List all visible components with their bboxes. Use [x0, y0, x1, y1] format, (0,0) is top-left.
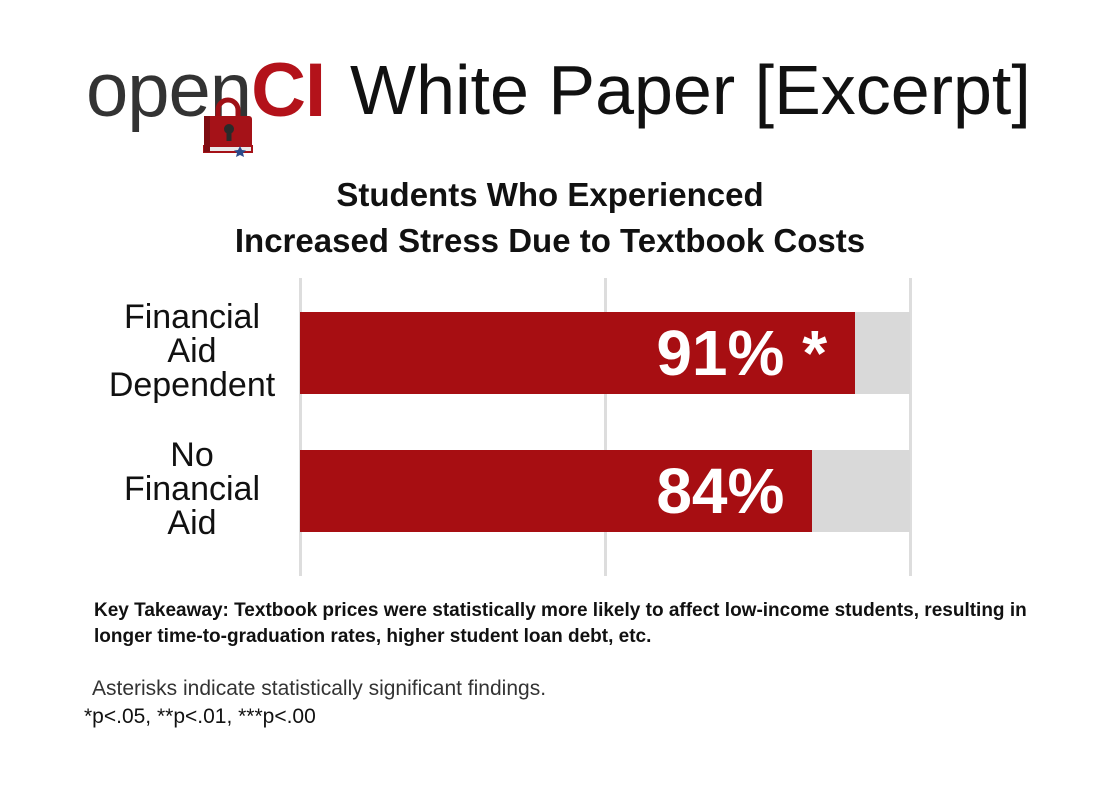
- logo: openCI: [86, 48, 326, 134]
- gridline-1: [603, 278, 607, 576]
- chart-title-line-2: Increased Stress Due to Textbook Costs: [234, 222, 866, 259]
- bar: [300, 450, 813, 532]
- key-takeaway: Key Takeaway: Textbook prices were stati…: [94, 600, 1027, 647]
- gridline-2: [908, 278, 912, 576]
- footnote-p-values: *p<.05, **p<.01, ***p<.00: [84, 705, 316, 728]
- bar: [300, 312, 856, 394]
- book-lock-icon: [203, 97, 253, 157]
- document-title: White Paper [Excerpt]: [350, 51, 1031, 129]
- logo-ci-text: CI: [251, 48, 326, 133]
- gridline-0: [298, 278, 302, 576]
- category-label: No Financial Aid: [123, 436, 261, 542]
- chart-title-line-1: Students Who Experienced: [336, 176, 764, 213]
- chart-title: Students Who Experienced Increased Stres…: [100, 172, 1000, 264]
- category-label: Financial Aid Dependent: [108, 298, 276, 404]
- footnote-significance: Asterisks indicate statistically signifi…: [92, 677, 547, 700]
- bar-value-label: 91% *: [656, 317, 828, 389]
- bar-value-label: 84%: [656, 455, 785, 527]
